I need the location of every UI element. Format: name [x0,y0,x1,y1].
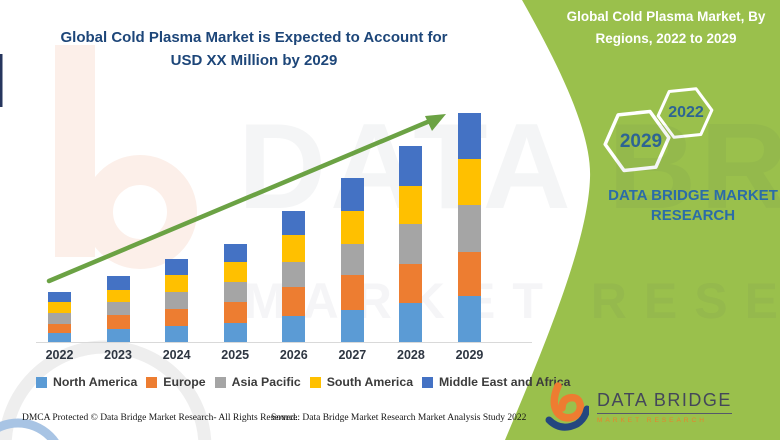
bar-segment [165,309,189,326]
bar-segment [399,186,423,224]
bar-segment [223,262,247,282]
legend-swatch-icon [146,376,158,388]
bar-2025 [223,244,247,342]
x-axis-label: 2023 [104,348,132,362]
bar-2029 [457,113,481,342]
bar-segment [399,146,423,186]
legend-item: Asia Pacific [214,375,301,389]
bar-segment [106,302,130,315]
legend-swatch-icon [36,376,47,388]
bar-segment [106,329,130,342]
x-axis-label: 2026 [279,348,308,362]
bar-segment [340,211,364,244]
bar-segment [106,276,130,290]
bar-2023 [106,276,130,342]
source-note: Source: Data Bridge Market Research Mark… [271,413,527,423]
bar-segment [223,282,247,302]
bar-segment [457,113,481,159]
legend-item: North America [36,375,137,389]
bar-segment [223,302,247,323]
x-axis-label: 2022 [45,348,74,362]
bar-segment [340,244,364,275]
x-axis-label: 2024 [162,348,191,362]
brand-logo-icon [545,382,589,431]
legend-swatch-icon [309,376,321,388]
x-axis-label: 2029 [455,348,484,362]
panel-title: Global Cold Plasma Market, By Regions, 2… [566,9,766,46]
legend-swatch-icon [214,376,226,388]
brand-logo-subtitle: MARKET RESEARCH [597,417,707,424]
hexagon-2022 [656,87,714,139]
legend-item: Middle East and Africa [422,375,570,389]
dmca-note: DMCA Protected © Data Bridge Market Rese… [22,413,298,423]
legend-swatch-icon [422,376,434,388]
bar-2026 [282,211,306,342]
legend-label: Europe [163,375,206,389]
bar-segment [399,303,423,342]
bar-2028 [399,146,423,342]
hexagon-2022-label: 2022 [668,104,704,121]
bar-segment [457,296,481,342]
watermark-circle [0,340,212,440]
bar-segment [165,259,189,275]
bar-segment [223,323,247,342]
bar-segment [399,224,423,264]
x-axis-line [36,342,532,343]
x-axis-label: 2027 [338,348,367,362]
bar-segment [165,275,189,292]
bar-2027 [340,178,364,342]
legend-label: South America [326,375,414,389]
bar-segment [165,326,189,342]
bar-2024 [165,259,189,342]
bar-segment [457,159,481,205]
watermark-b-bowl [83,155,197,269]
bar-segment [282,316,306,342]
bar-segment [457,205,481,252]
bar-segment [48,292,71,302]
brand-heading: DATA BRIDGE MARKET RESEARCH [608,187,778,225]
bar-segment [48,333,71,342]
bar-segment [457,252,481,296]
brand-logo: DATA BRIDGE MARKET RESEARCH [545,382,732,432]
bar-segment [106,315,130,329]
bar-segment [282,262,306,287]
legend-item: South America [309,375,414,389]
brand-logo-name: DATA BRIDGE [597,390,732,414]
bar-segment [48,324,71,333]
legend-item: Europe [146,375,206,389]
bar-segment [282,211,306,235]
legend: North America Europe Asia Pacific South Ame… [36,375,570,389]
left-edge-sliver [0,54,3,107]
bar-segment [48,313,71,324]
bar-segment [282,287,306,316]
watermark-blue-arc [0,418,59,440]
hexagon-2029 [603,109,671,173]
legend-label: North America [53,375,138,389]
x-axis-label: 2025 [221,348,250,362]
bar-segment [340,178,364,211]
bar-segment [340,275,364,310]
bar-2022 [48,292,71,342]
watermark-text-line2: MARKET RESEARCH [244,273,780,329]
legend-label: Asia Pacific [231,375,301,389]
bar-segment [340,310,364,342]
bar-segment [223,244,247,262]
bar-segment [48,302,71,313]
chart-title: Global Cold Plasma Market is Expected to… [60,29,448,69]
bar-segment [165,292,189,309]
bar-segment [399,264,423,303]
legend-label: Middle East and Africa [439,375,571,389]
x-axis-label: 2028 [397,348,425,362]
bar-segment [282,235,306,262]
hexagon-2029-label: 2029 [619,131,663,152]
bar-segment [106,290,130,302]
